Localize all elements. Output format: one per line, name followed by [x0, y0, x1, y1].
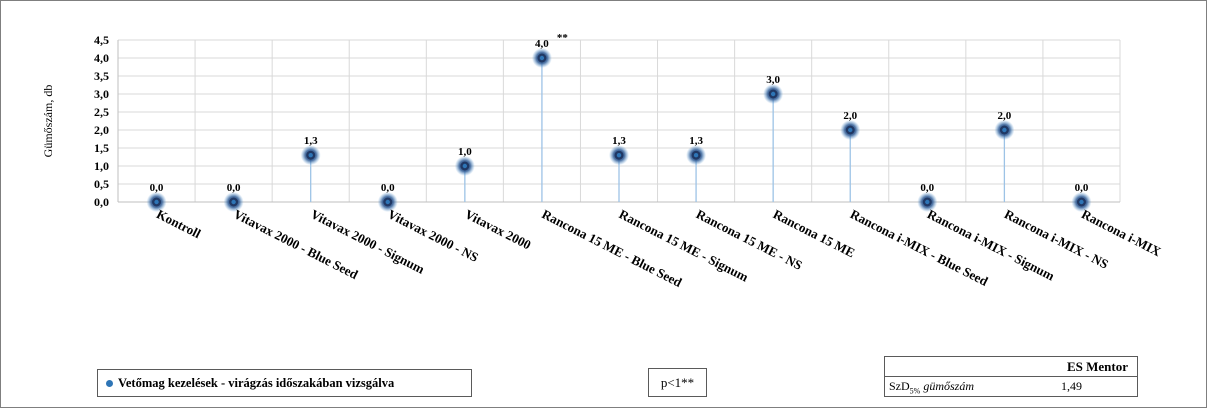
data-label: 1,3: [689, 135, 703, 147]
data-point: [616, 153, 622, 158]
data-label: 1,3: [612, 135, 626, 147]
data-label: 2,0: [843, 110, 857, 122]
y-tick-label: 1,5: [94, 141, 109, 155]
data-label: 0,0: [227, 182, 241, 194]
y-tick-label: 2,5: [94, 105, 109, 119]
x-category-label: Rancona i-MIX - Signum: [925, 206, 1057, 283]
stats-row-label-prefix: SzD: [889, 379, 910, 393]
x-category-label: Rancona 15 ME - Blue Seed: [540, 206, 686, 290]
stats-row-value: 1,49: [1061, 379, 1082, 393]
significance-annotation: **: [557, 32, 569, 44]
y-tick-label: 1,0: [94, 159, 109, 173]
y-tick-label: 3,5: [94, 69, 109, 83]
data-point: [848, 127, 853, 133]
y-tick-label: 4,5: [94, 33, 109, 47]
y-tick-label: 2,0: [94, 123, 109, 137]
data-label: 1,0: [458, 146, 472, 158]
data-label: 2,0: [998, 110, 1012, 122]
data-point: [1079, 199, 1084, 205]
significance-label: p<1**: [660, 374, 695, 390]
significance-box: p<1**: [648, 368, 707, 397]
data-point: [925, 199, 930, 205]
data-point: [539, 55, 545, 61]
data-point: [693, 153, 699, 158]
x-category-label: Vitavax 2000 - Blue Seed: [231, 206, 361, 282]
legend: Vetőmag kezelések - virágzás időszakában…: [97, 369, 472, 397]
legend-label: Vetőmag kezelések - virágzás időszakában…: [118, 375, 395, 390]
y-tick-label: 3,0: [94, 87, 109, 101]
data-point: [462, 163, 468, 169]
stats-row-label: SzD5% gümőszám: [889, 379, 974, 395]
data-label: 4,0: [535, 38, 549, 50]
data-label: 0,0: [150, 182, 164, 194]
x-category-label: Rancona i-MIX - Blue Seed: [848, 206, 991, 289]
stats-row-label-sub: 5%: [909, 386, 921, 396]
stats-divider: [885, 376, 1137, 377]
stats-row-label-suffix: gümőszám: [920, 379, 975, 393]
data-point: [770, 91, 776, 97]
legend-marker-icon: [106, 379, 113, 387]
x-category-label: Kontroll: [154, 206, 203, 241]
y-tick-label: 0,0: [94, 195, 109, 209]
data-point: [385, 199, 390, 205]
stats-header: ES Mentor: [1066, 359, 1128, 374]
x-category-label: Rancona 15 ME - Signum: [617, 206, 751, 284]
stats-table: ES Mentor SzD5% gümőszám 1,49: [884, 356, 1138, 397]
data-label: 0,0: [920, 182, 934, 194]
data-label: 0,0: [381, 182, 395, 194]
data-label: 3,0: [766, 74, 780, 86]
data-label: 1,3: [304, 135, 318, 147]
y-tick-label: 0,5: [94, 177, 109, 191]
y-tick-label: 4,0: [94, 51, 109, 65]
data-point: [308, 153, 313, 158]
data-label: 0,0: [1075, 182, 1089, 194]
y-axis-title: Gümőszám, db: [41, 85, 55, 158]
x-category-label: Vitavax 2000: [462, 206, 533, 252]
data-point: [1002, 127, 1007, 133]
data-point: [154, 199, 159, 205]
data-point: [231, 199, 236, 205]
